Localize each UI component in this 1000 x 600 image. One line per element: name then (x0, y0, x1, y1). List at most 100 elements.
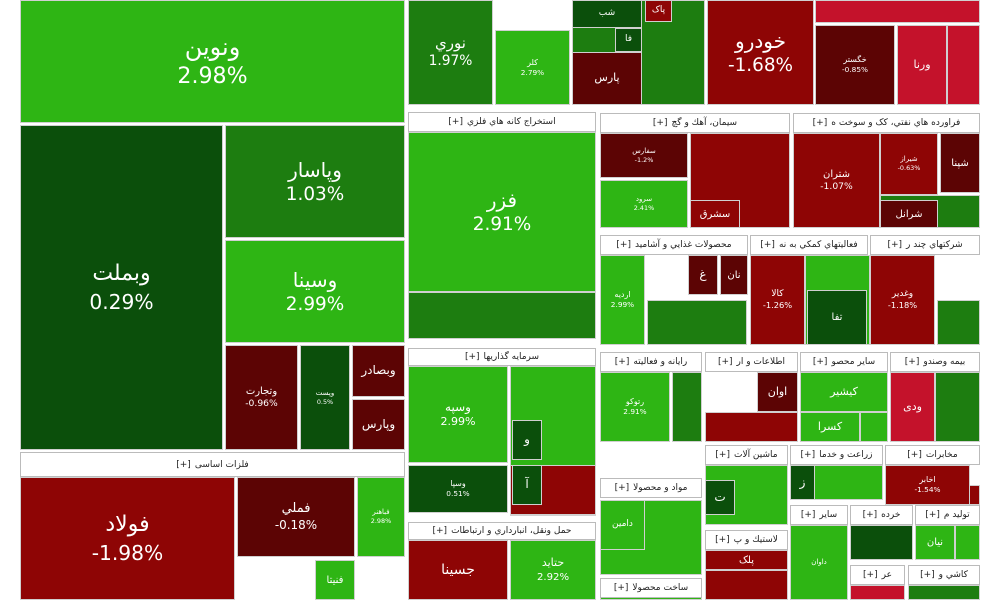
stock-name: ونوین (184, 32, 241, 61)
stock-tile[interactable]: پلک (705, 550, 788, 570)
sector-header[interactable]: [+] فلزات اساسی (20, 452, 405, 477)
stock-tile[interactable]: فولاد -1.98% (20, 477, 235, 600)
stock-tile[interactable]: وبصادر (352, 345, 405, 397)
sector-title: ماشين آلات (733, 450, 778, 460)
stock-tile[interactable]: شپنا (940, 133, 980, 193)
sector-header[interactable]: [+] حمل ونقل، انبارداري و ارتباطات (408, 522, 596, 540)
sector-header[interactable]: [+] بيمه وصندو (890, 352, 980, 372)
stock-tile[interactable]: سشرق (690, 200, 740, 228)
stock-name: و (524, 432, 530, 447)
stock-tile[interactable]: آ (512, 465, 542, 505)
stock-tile[interactable]: خگستر -0.85% (815, 25, 895, 105)
stock-tile[interactable]: پارس (572, 52, 642, 105)
stock-tile[interactable]: غ (688, 255, 718, 295)
sector-header[interactable]: [+] ساخت محصولا (600, 578, 702, 598)
stock-tile[interactable]: شرانل (880, 200, 938, 228)
stock-tile[interactable]: نان (720, 255, 748, 295)
sector-header[interactable]: [+] فعاليتهاي كمكي به نه (750, 235, 868, 255)
expand-button: [+] (862, 510, 878, 520)
stock-tile[interactable]: کسرا (800, 412, 860, 442)
stock-tile[interactable]: نوري 1.97% (408, 0, 493, 105)
sector-header[interactable]: [+] كاشي و (908, 565, 980, 585)
stock-tile[interactable]: وپارس (352, 399, 405, 450)
stock-tile[interactable]: وسینا 2.99% (225, 240, 405, 343)
sector-header[interactable]: [+] شركتهاي چند ر (870, 235, 980, 255)
sector-header[interactable]: [+] رايانه و فعاليته (600, 352, 702, 372)
sector-title: كاشي و (938, 570, 968, 580)
stock-tile[interactable]: حتاید 2.92% (510, 540, 596, 600)
sector-header[interactable]: [+] سرمايه گذاريها (408, 348, 596, 366)
stock-tile[interactable]: فزر 2.91% (408, 132, 596, 292)
sector-header[interactable]: [+] فراورده هاي نفتي، كک و سوخت ه (793, 113, 980, 133)
stock-tile[interactable]: فنیتا (315, 560, 355, 600)
stock-tile[interactable]: وبملت 0.29% (20, 125, 223, 450)
sector-header[interactable]: [+] زراعت و خدما (790, 445, 883, 465)
stock-tile[interactable]: شتران -1.07% (793, 133, 880, 228)
sector-header[interactable]: [+] ماشين آلات (705, 445, 788, 465)
stock-tile[interactable]: ز (790, 465, 815, 500)
stock-name: ز (799, 474, 806, 489)
stock-tile[interactable]: وسپه 2.99% (408, 366, 508, 463)
expand-button: [+] (863, 570, 878, 580)
stock-tile[interactable]: وسپا 0.51% (408, 465, 508, 513)
stock-tile[interactable]: فا (615, 28, 642, 52)
stock-tile[interactable]: سرود 2.41% (600, 180, 688, 228)
stock-change: 2.91% (623, 407, 647, 417)
stock-tile[interactable]: وغدیر -1.18% (870, 255, 935, 345)
sector-title: شركتهاي چند ر (906, 240, 963, 250)
sector-header[interactable]: [+] عر (850, 565, 905, 585)
expand-button: [+] (614, 357, 630, 367)
stock-tile[interactable]: وپاسار 1.03% (225, 125, 405, 238)
sector-header[interactable]: [+] سيمان، آهك و گچ (600, 113, 790, 133)
sector-header[interactable]: [+] استخراج کانه هاي فلزي (408, 112, 596, 132)
stock-tile[interactable]: داوان (790, 525, 848, 600)
sector-header[interactable]: [+] ساير محصو (800, 352, 888, 372)
sector-title: سرمايه گذاريها (483, 352, 540, 362)
sector-title: فعاليتهاي كمكي به نه (778, 240, 858, 250)
sector-header[interactable]: [+] لاستيك و پ (705, 530, 788, 550)
stock-change: 2.99% (440, 415, 476, 429)
stock-tile[interactable]: شب (572, 0, 642, 28)
filler-tile (908, 585, 980, 600)
stock-tile[interactable]: فباهنر 2.98% (357, 477, 405, 557)
sector-header[interactable]: [+] محصولات غذايي و آشاميد (600, 235, 748, 255)
sector-header[interactable]: [+] مواد و محصولا (600, 478, 702, 498)
stock-tile[interactable]: ورنا (897, 25, 947, 105)
filler-tile (955, 525, 980, 560)
stock-tile[interactable]: اردیه 2.99% (600, 255, 645, 345)
expand-button: [+] (760, 240, 775, 250)
stock-tile[interactable]: اخابر -1.54% (885, 465, 970, 505)
stock-tile[interactable]: ودی (890, 372, 935, 442)
expand-button: [+] (616, 240, 631, 250)
stock-tile[interactable]: ت (705, 480, 735, 515)
stock-change: 0.29% (89, 289, 154, 314)
sector-header[interactable]: [+] اطلاعات و ار (705, 352, 798, 372)
stock-name: وبملت (92, 261, 151, 287)
stock-tile[interactable]: تفا (807, 290, 867, 345)
stock-tile[interactable]: شیراز -0.63% (880, 133, 938, 195)
stock-tile[interactable]: سفارس -1.2% (600, 133, 688, 178)
stock-tile[interactable]: دامین (600, 500, 645, 550)
expand-button: [+] (464, 352, 480, 362)
stock-tile[interactable]: کیشیر (800, 372, 888, 412)
stock-tile[interactable]: نیان (915, 525, 955, 560)
stock-tile[interactable]: جسینا (408, 540, 508, 600)
stock-tile[interactable]: وتجارت -0.96% (225, 345, 298, 450)
filler-tile (705, 412, 798, 442)
stock-change: -1.18% (887, 300, 918, 311)
stock-tile[interactable]: پاک (645, 0, 672, 22)
stock-tile[interactable]: اوان (757, 372, 798, 412)
stock-tile[interactable]: کالا -1.26% (750, 255, 805, 345)
stock-tile[interactable]: وپست 0.5% (300, 345, 350, 450)
stock-change: -1.26% (762, 300, 793, 311)
stock-tile[interactable]: ونوین 2.98% (20, 0, 405, 123)
stock-tile[interactable]: و (512, 420, 542, 460)
sector-header[interactable]: [+] توليد م (915, 505, 980, 525)
sector-header[interactable]: [+] خرده (850, 505, 913, 525)
sector-header[interactable]: [+] مخابرات (885, 445, 980, 465)
stock-tile[interactable]: کلر 2.79% (495, 30, 570, 105)
stock-tile[interactable]: رتوکو 2.91% (600, 372, 670, 442)
stock-tile[interactable]: خودرو -1.68% (707, 0, 814, 105)
sector-header[interactable]: [+] ساير (790, 505, 848, 525)
stock-tile[interactable]: فملي -0.18% (237, 477, 355, 557)
